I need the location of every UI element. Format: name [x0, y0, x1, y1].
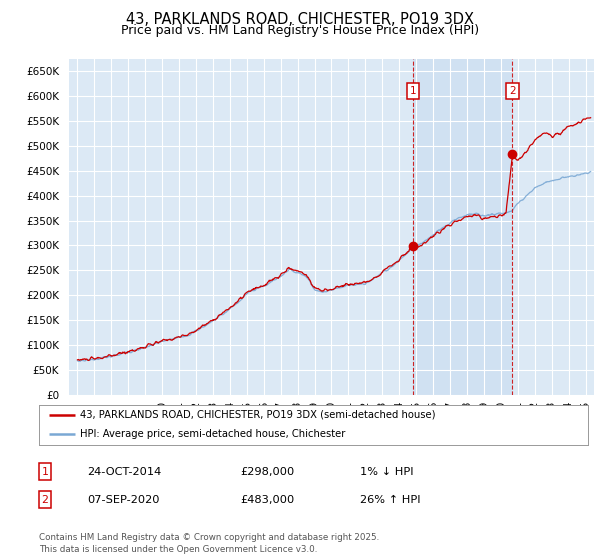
Bar [413, 59, 512, 395]
Text: 43, PARKLANDS ROAD, CHICHESTER, PO19 3DX: 43, PARKLANDS ROAD, CHICHESTER, PO19 3DX [126, 12, 474, 27]
Text: 24-OCT-2014: 24-OCT-2014 [87, 466, 161, 477]
Text: 1: 1 [41, 466, 49, 477]
Text: £298,000: £298,000 [240, 466, 294, 477]
Text: 1: 1 [410, 86, 416, 96]
Text: HPI: Average price, semi-detached house, Chichester: HPI: Average price, semi-detached house,… [80, 429, 346, 439]
Text: 26% ↑ HPI: 26% ↑ HPI [360, 494, 421, 505]
Text: £483,000: £483,000 [240, 494, 294, 505]
Text: 2: 2 [509, 86, 515, 96]
Text: 43, PARKLANDS ROAD, CHICHESTER, PO19 3DX (semi-detached house): 43, PARKLANDS ROAD, CHICHESTER, PO19 3DX… [80, 409, 436, 419]
Text: 07-SEP-2020: 07-SEP-2020 [87, 494, 160, 505]
Text: 1% ↓ HPI: 1% ↓ HPI [360, 466, 413, 477]
Text: Contains HM Land Registry data © Crown copyright and database right 2025.
This d: Contains HM Land Registry data © Crown c… [39, 533, 379, 554]
Text: 2: 2 [41, 494, 49, 505]
Text: Price paid vs. HM Land Registry's House Price Index (HPI): Price paid vs. HM Land Registry's House … [121, 24, 479, 37]
